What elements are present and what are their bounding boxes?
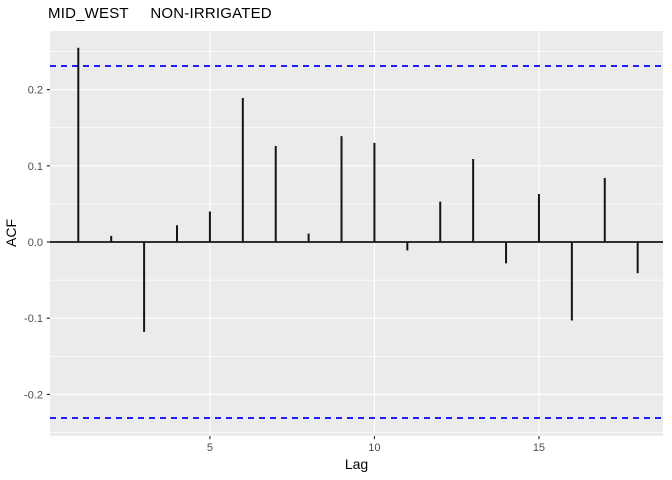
x-tick-label: 5 xyxy=(207,442,213,454)
panel-background xyxy=(50,31,663,436)
x-tick-label: 15 xyxy=(533,442,545,454)
y-tick-label: 0.0 xyxy=(28,237,43,249)
x-tick-label: 10 xyxy=(368,442,380,454)
plot-title: MID_WEST NON-IRRIGATED xyxy=(48,5,272,22)
y-tick-label: -0.2 xyxy=(24,389,43,401)
x-axis-title: Lag xyxy=(344,456,369,472)
y-tick-label: -0.1 xyxy=(24,313,43,325)
y-tick-label: 0.1 xyxy=(28,161,43,173)
y-tick-label: 0.2 xyxy=(28,85,43,97)
